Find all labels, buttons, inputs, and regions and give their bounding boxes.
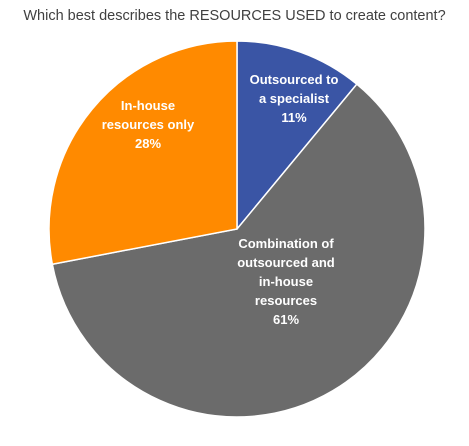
slice-label-line: 28%: [135, 136, 161, 151]
slice-label-line: in-house: [259, 274, 313, 289]
slice-label-line: Outsourced to: [250, 72, 339, 87]
pie-slice-1: [236, 40, 358, 232]
slice-label-line: Combination of: [238, 236, 334, 251]
slice-label-line: outsourced and: [237, 255, 335, 270]
pie-slice-3: [48, 40, 238, 266]
slice-label-line: 61%: [273, 312, 299, 327]
slice-label-line: a specialist: [259, 91, 330, 106]
slice-label-line: 11%: [281, 110, 307, 125]
slice-label-3: In-house resources only 28%: [102, 98, 195, 151]
slice-label-line: resources only: [102, 117, 195, 132]
slice-label-1: Outsourced to a specialist 11%: [250, 72, 339, 125]
pie-slice-2: [51, 83, 426, 418]
slice-label-2: Combination of outsourced and in-house reso…: [237, 236, 335, 327]
slice-label-line: In-house: [121, 98, 175, 113]
slice-label-line: resources: [255, 293, 317, 308]
chart-title: Which best describes the RESOURCES USED …: [23, 8, 446, 24]
